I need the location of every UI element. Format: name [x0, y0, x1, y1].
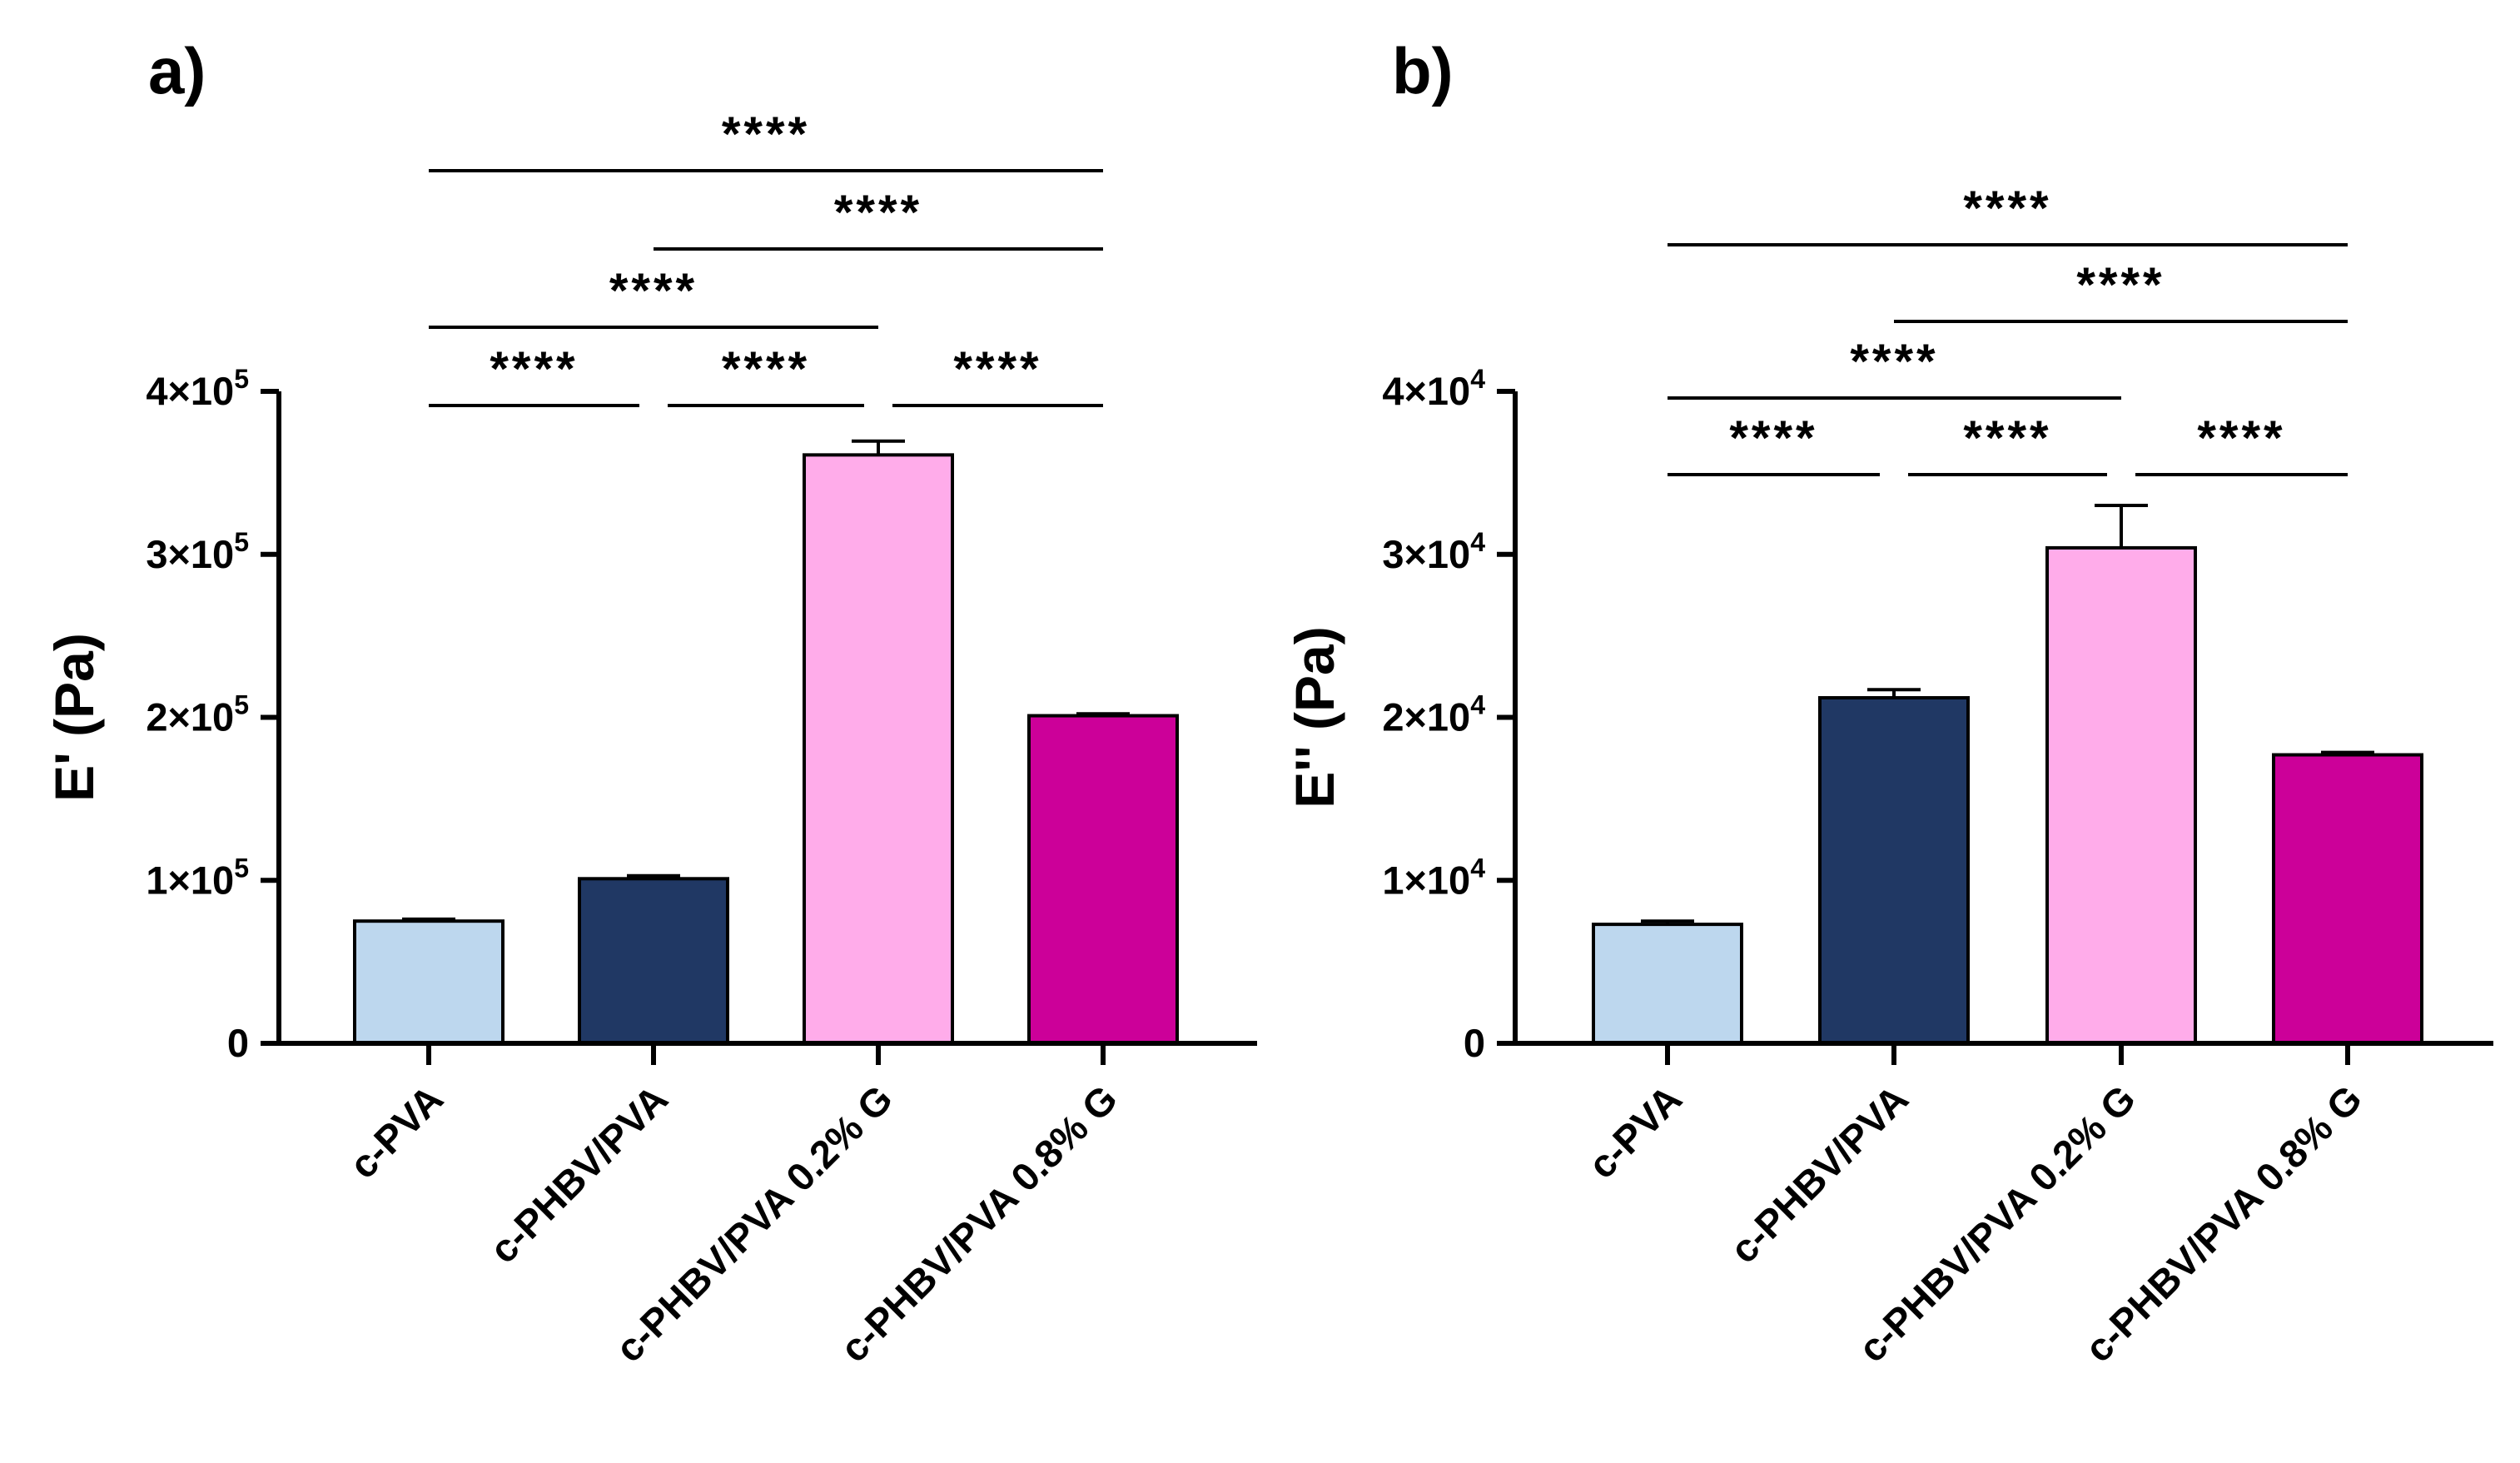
error-bar-3 — [2321, 750, 2374, 755]
y-tick-exponent: 5 — [234, 527, 249, 557]
panel-letter: b) — [1392, 34, 1454, 107]
y-tick-mantissa: 0 — [1464, 1021, 1485, 1065]
y-tick-mantissa: 2×10 — [146, 695, 234, 739]
error-bar-2 — [852, 439, 905, 455]
significance-bracket-5: **** — [429, 107, 1103, 172]
x-category-label: c-PHBV/PVA — [481, 1077, 676, 1271]
significance-bracket-1: **** — [668, 342, 864, 407]
y-tick-mantissa: 2×10 — [1382, 695, 1470, 739]
y-tick-exponent: 5 — [234, 364, 249, 394]
significance-label: **** — [722, 107, 810, 162]
bar-2 — [2045, 545, 2197, 1045]
error-bar-1 — [627, 873, 680, 879]
y-tick-label: 1×105 — [146, 853, 249, 902]
error-bar-3 — [1076, 712, 1130, 716]
y-tick-label: 2×104 — [1382, 690, 1485, 739]
significance-label: **** — [609, 264, 698, 318]
y-axis-label: E' (Pa) — [43, 633, 105, 802]
x-category-label: c-PVA — [1579, 1077, 1690, 1187]
error-bar-2 — [2095, 504, 2148, 548]
bar-3 — [2272, 753, 2423, 1046]
y-tick-mantissa: 1×10 — [1382, 858, 1470, 902]
y-tick-label: 0 — [227, 1021, 249, 1065]
significance-label: **** — [1850, 335, 1938, 389]
y-tick-label: 2×105 — [146, 690, 249, 739]
y-tick-label: 4×104 — [1382, 364, 1485, 413]
bar-1 — [1818, 696, 1970, 1045]
y-tick-label: 3×104 — [1382, 527, 1485, 576]
bar-2 — [803, 453, 954, 1045]
error-bar-0 — [1641, 919, 1694, 925]
y-tick-mantissa: 3×10 — [1382, 532, 1470, 576]
significance-label: **** — [2076, 258, 2165, 312]
significance-label: **** — [834, 186, 922, 240]
bar-3 — [1027, 714, 1179, 1045]
significance-label: **** — [953, 342, 1041, 396]
y-tick-mantissa: 4×10 — [146, 369, 234, 413]
significance-bracket-4: **** — [654, 186, 1103, 251]
significance-bracket-4: **** — [1894, 258, 2348, 323]
y-tick-exponent: 4 — [1470, 527, 1485, 557]
y-tick-mantissa: 1×10 — [146, 858, 234, 902]
bar-0 — [1592, 923, 1743, 1046]
bar-1 — [578, 877, 729, 1045]
y-tick-label: 3×105 — [146, 527, 249, 576]
y-tick-label: 0 — [1464, 1021, 1485, 1065]
y-axis-label: E'' (Pa) — [1284, 626, 1345, 808]
error-bar-0 — [402, 917, 455, 922]
significance-label: **** — [2197, 411, 2285, 465]
significance-label: **** — [1963, 411, 2051, 465]
y-tick-exponent: 4 — [1470, 690, 1485, 720]
panel-letter: a) — [148, 34, 206, 107]
significance-bracket-5: **** — [1668, 182, 2348, 246]
y-tick-exponent: 5 — [234, 853, 249, 883]
y-tick-exponent: 5 — [234, 690, 249, 720]
y-tick-exponent: 4 — [1470, 364, 1485, 394]
significance-label: **** — [490, 342, 578, 396]
significance-bracket-2: **** — [892, 342, 1103, 407]
significance-bracket-0: **** — [1668, 411, 1880, 476]
bar-0 — [353, 919, 504, 1045]
significance-bracket-0: **** — [429, 342, 639, 407]
significance-label: **** — [722, 342, 810, 396]
significance-bracket-3: **** — [429, 264, 878, 329]
error-bar-1 — [1867, 688, 1921, 699]
significance-bracket-1: **** — [1908, 411, 2107, 476]
x-category-label: c-PVA — [340, 1077, 451, 1187]
x-category-label: c-PHBV/PVA — [1722, 1077, 1916, 1271]
significance-label: **** — [1963, 182, 2051, 236]
y-tick-mantissa: 3×10 — [146, 532, 234, 576]
y-tick-label: 4×105 — [146, 364, 249, 413]
significance-bracket-2: **** — [2135, 411, 2348, 476]
y-tick-mantissa: 4×10 — [1382, 369, 1470, 413]
significance-bracket-3: **** — [1668, 335, 2121, 400]
significance-label: **** — [1729, 411, 1817, 465]
y-tick-label: 1×104 — [1382, 853, 1485, 902]
y-tick-mantissa: 0 — [227, 1021, 249, 1065]
y-tick-exponent: 4 — [1470, 853, 1485, 883]
